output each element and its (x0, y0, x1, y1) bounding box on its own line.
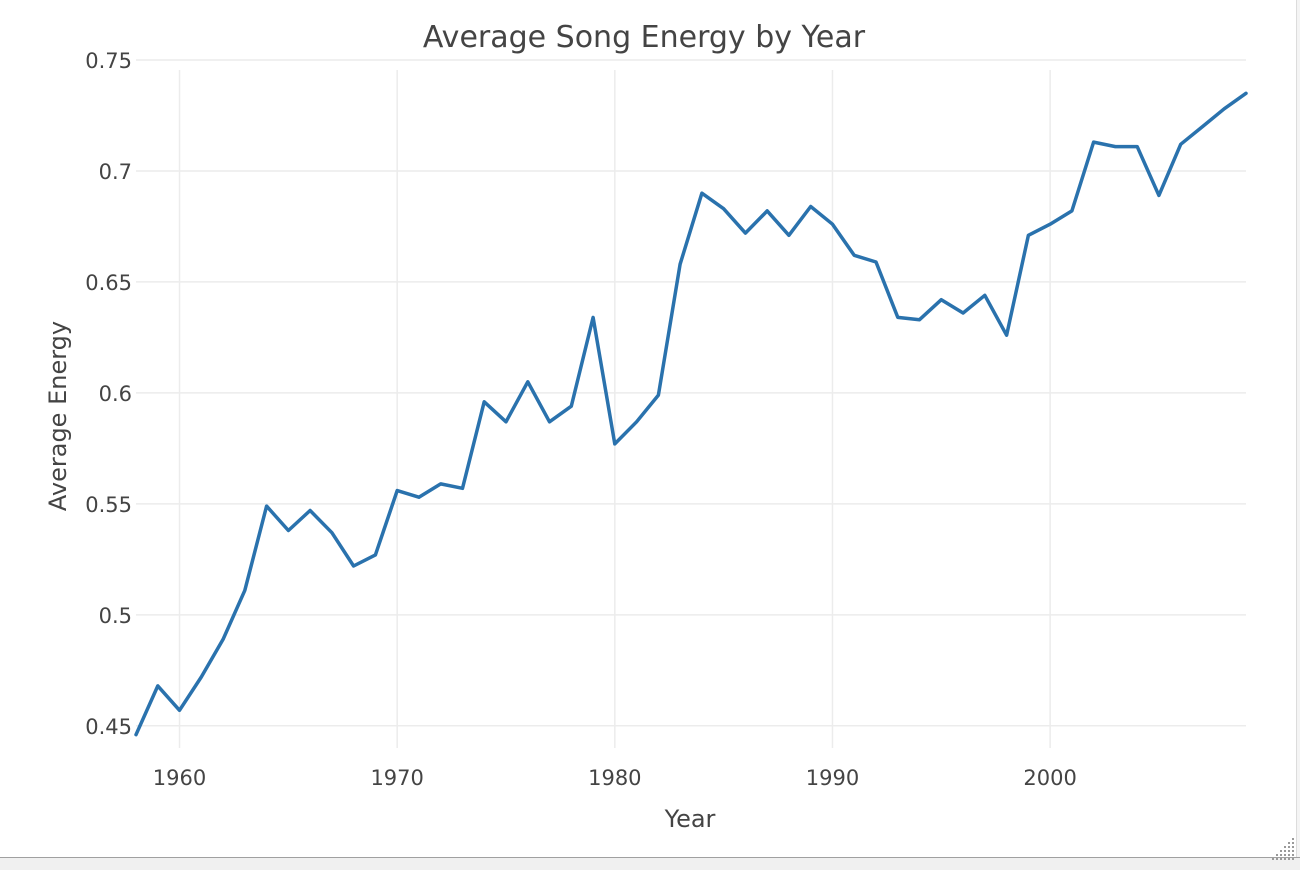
series-line (134, 91, 1248, 737)
y-tick-label: 0.45 (85, 715, 132, 739)
y-tick-label: 0.7 (99, 160, 132, 184)
y-tick-label: 0.5 (99, 604, 132, 628)
x-tick-label: 1970 (370, 766, 423, 790)
y-axis-label: Average Energy (44, 321, 72, 511)
x-tick-label: 2000 (1023, 766, 1076, 790)
x-tick-label: 1960 (153, 766, 206, 790)
x-tick-label: 1980 (588, 766, 641, 790)
y-tick-label: 0.75 (85, 49, 132, 73)
y-axis-ticks: 0.45 0.5 0.55 0.6 0.65 0.7 0.75 (85, 49, 132, 739)
x-tick-label: 1990 (806, 766, 859, 790)
grid (136, 59, 1246, 748)
y-tick-label: 0.65 (85, 271, 132, 295)
y-tick-label: 0.6 (99, 382, 132, 406)
window-right-edge (1296, 0, 1300, 858)
y-tick-label: 0.55 (85, 493, 132, 517)
horizontal-scrollbar[interactable] (0, 857, 1300, 870)
resize-grip-icon[interactable] (1266, 834, 1296, 864)
x-axis-label: Year (664, 805, 716, 833)
chart-title: Average Song Energy by Year (423, 20, 866, 55)
series-layer (134, 91, 1248, 737)
x-axis-ticks: 1960 1970 1980 1990 2000 (153, 766, 1077, 790)
